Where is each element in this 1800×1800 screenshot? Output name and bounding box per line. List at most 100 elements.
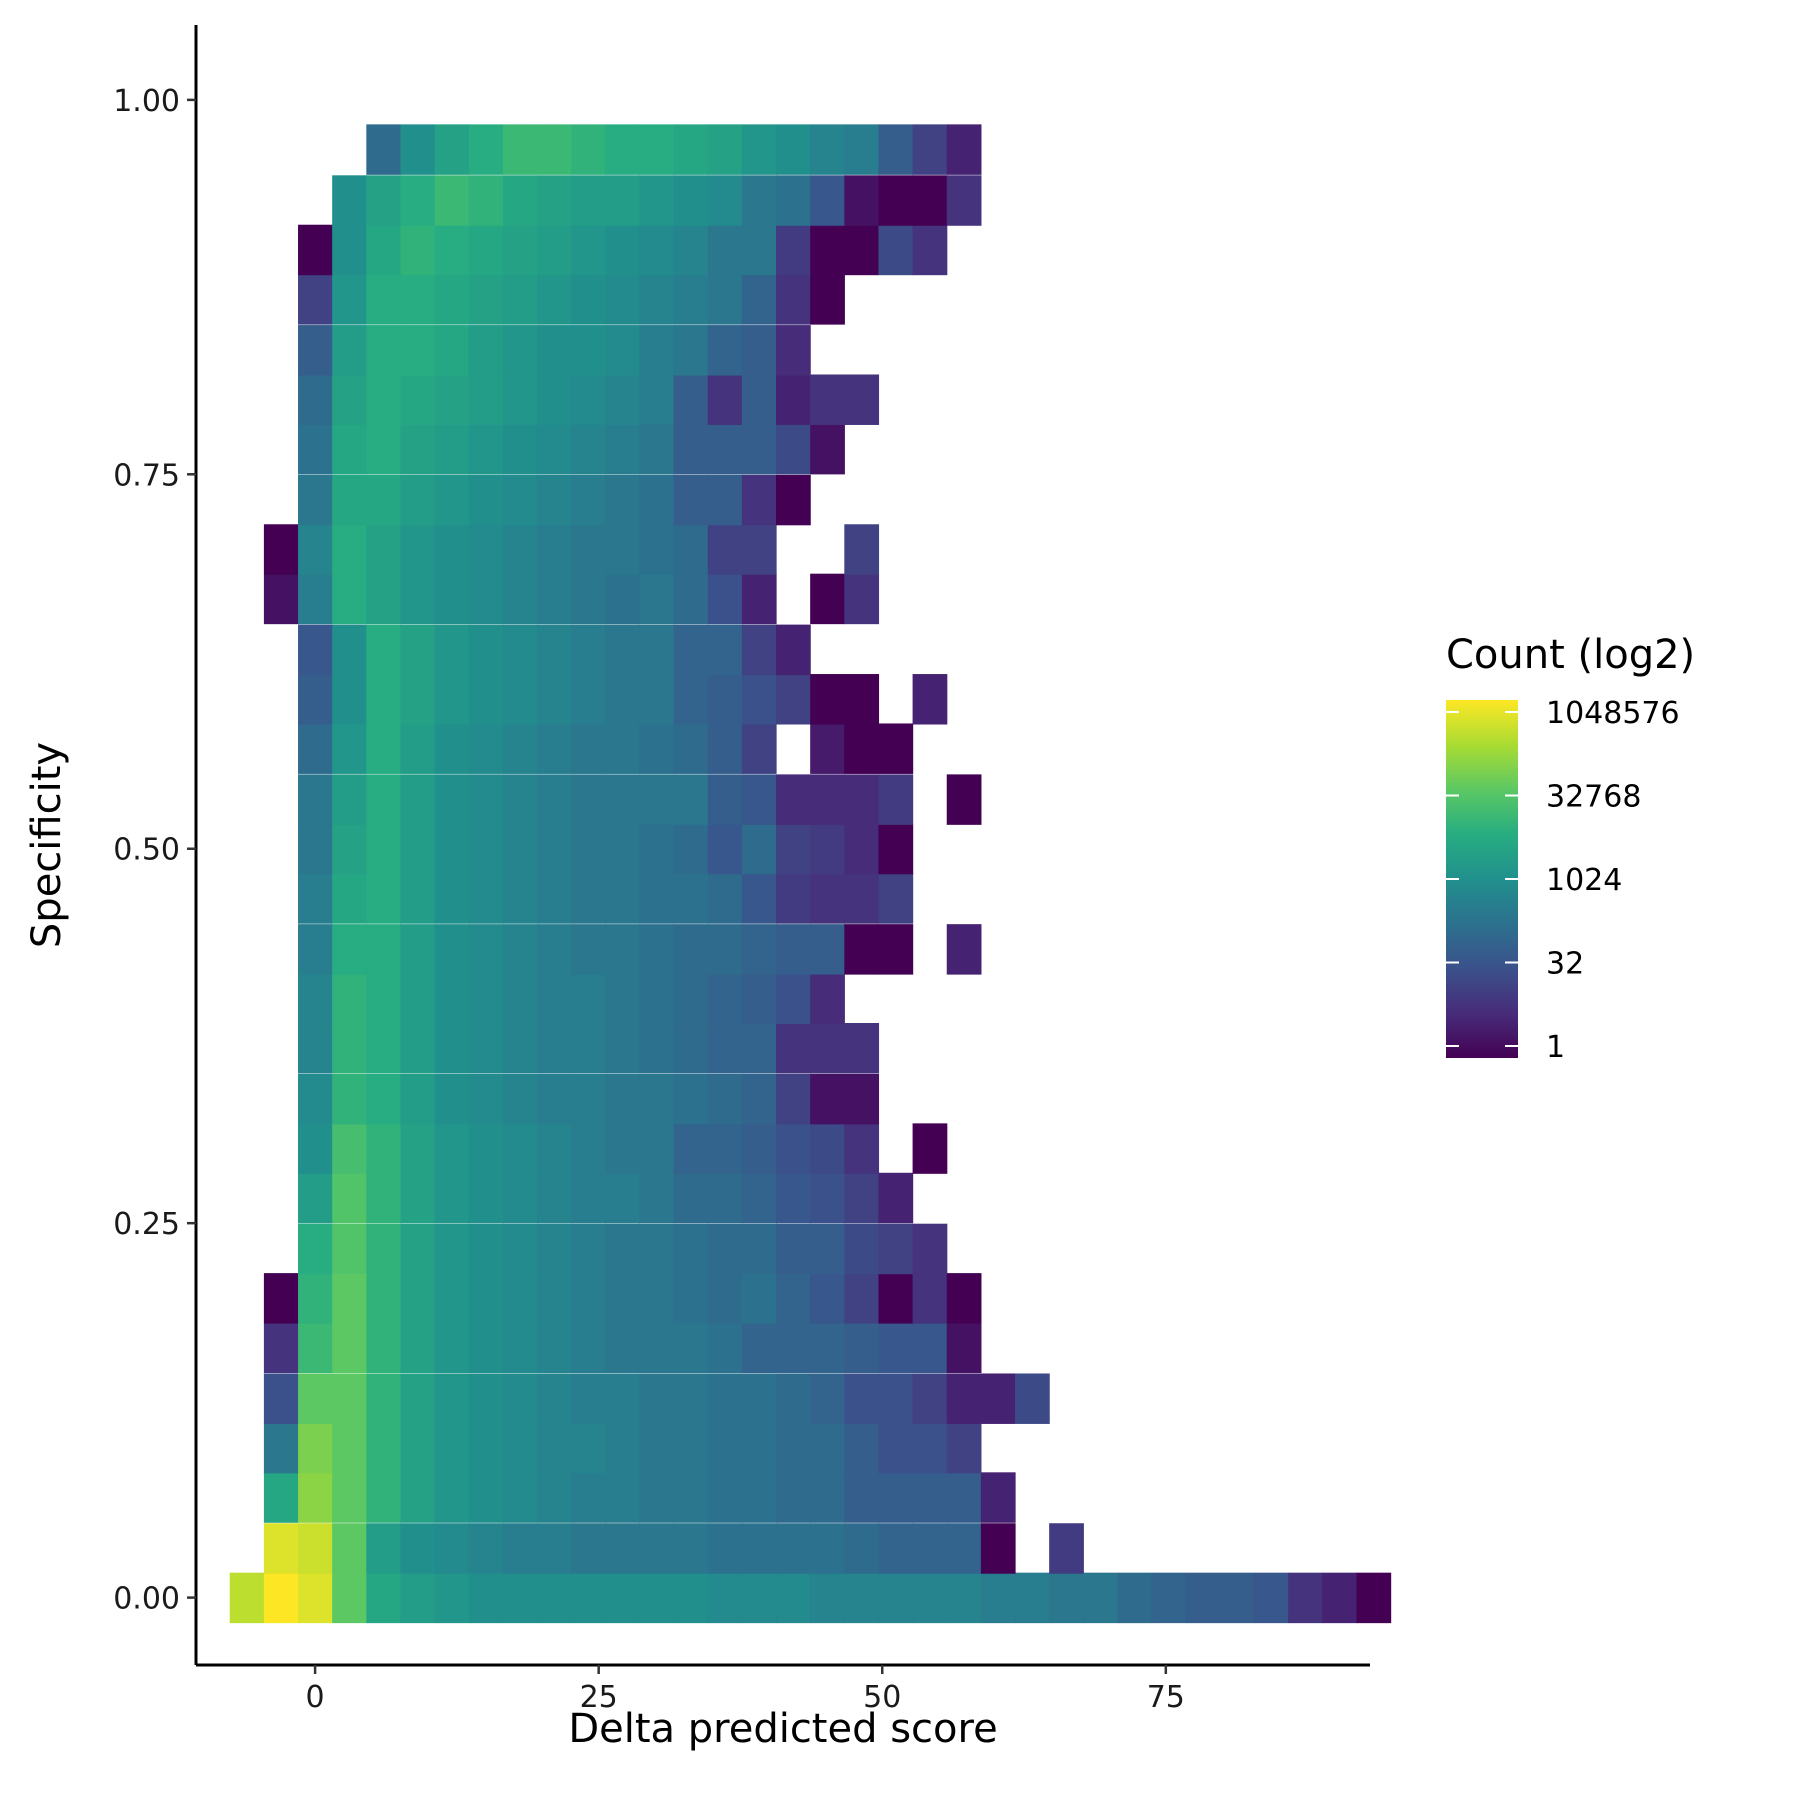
heatmap-cell xyxy=(263,1523,299,1574)
heatmap-cell xyxy=(263,1322,299,1374)
heatmap-cell xyxy=(366,423,402,475)
heatmap-cell xyxy=(400,624,436,676)
heatmap-cell xyxy=(639,624,675,676)
heatmap-cell xyxy=(1015,1373,1050,1424)
heatmap-cell xyxy=(537,423,572,475)
heatmap-cell xyxy=(741,1322,777,1374)
heatmap-cell xyxy=(298,624,333,676)
heatmap-cell xyxy=(605,873,641,924)
heatmap-cell xyxy=(537,624,572,676)
heatmap-cell xyxy=(468,175,504,226)
heatmap-cell xyxy=(502,1123,538,1174)
heatmap-cell xyxy=(537,1123,572,1174)
heatmap-cell xyxy=(502,1422,538,1474)
heatmap-cell xyxy=(537,774,572,825)
x-tick-label: 50 xyxy=(863,1680,901,1715)
heatmap-cell xyxy=(571,873,606,924)
heatmap-cell xyxy=(434,973,470,1025)
heatmap-cell xyxy=(434,774,470,825)
heatmap-cell xyxy=(571,1572,606,1624)
heatmap-cell xyxy=(878,1322,914,1374)
heatmap-cell xyxy=(639,774,675,825)
heatmap-cell xyxy=(571,474,606,526)
heatmap-cell xyxy=(400,924,436,975)
heatmap-cell xyxy=(810,1223,845,1275)
heatmap-cell xyxy=(571,1422,606,1474)
heatmap-cell xyxy=(878,1572,914,1624)
heatmap-cell xyxy=(298,1422,333,1474)
heatmap-cell xyxy=(366,474,402,526)
heatmap-cell xyxy=(605,524,641,575)
heatmap-cell xyxy=(776,1123,811,1174)
heatmap-cell xyxy=(366,1172,402,1224)
heatmap-cell xyxy=(537,374,572,425)
heatmap-cell xyxy=(298,873,333,924)
heatmap-cell xyxy=(1219,1572,1255,1624)
heatmap-cell xyxy=(639,573,675,625)
heatmap-cell xyxy=(878,124,914,175)
heatmap-cell xyxy=(434,124,470,175)
heatmap-cell xyxy=(332,1472,367,1523)
heatmap-cell xyxy=(400,723,436,774)
heatmap-cell xyxy=(468,1572,504,1624)
heatmap-cell xyxy=(298,973,333,1025)
heatmap-cell xyxy=(741,1023,777,1074)
heatmap-cell xyxy=(332,1223,367,1275)
heatmap-cell xyxy=(810,1523,845,1574)
heatmap-cell xyxy=(810,1123,845,1174)
heatmap-cell xyxy=(400,823,436,875)
heatmap-cell xyxy=(502,474,538,526)
heatmap-cell xyxy=(639,723,675,774)
heatmap-cell xyxy=(673,1123,709,1174)
heatmap-cell xyxy=(707,1073,743,1125)
heatmap-cell xyxy=(1288,1572,1323,1624)
heatmap-cell xyxy=(502,374,538,425)
heatmap-cell xyxy=(776,1273,811,1324)
heatmap-cell xyxy=(537,1472,572,1523)
heatmap-cell xyxy=(810,1023,845,1074)
heatmap-cell xyxy=(673,774,709,825)
legend-title: Count (log2) xyxy=(1446,632,1695,678)
heatmap-cell xyxy=(878,1273,914,1324)
heatmap-cell xyxy=(946,1472,982,1523)
heatmap-cell xyxy=(537,973,572,1025)
heatmap-cell xyxy=(639,1223,675,1275)
heatmap-cell xyxy=(1356,1572,1392,1624)
heatmap-cell xyxy=(810,774,845,825)
heatmap-cell xyxy=(332,1322,367,1374)
heatmap-cell xyxy=(468,1322,504,1374)
heatmap-cell xyxy=(844,823,880,875)
heatmap-cell xyxy=(400,1523,436,1574)
heatmap-cell xyxy=(776,1422,811,1474)
heatmap-cell xyxy=(434,374,470,425)
heatmap-cell xyxy=(673,973,709,1025)
heatmap-cell xyxy=(878,175,914,226)
heatmap-cell xyxy=(707,1023,743,1074)
heatmap-cell xyxy=(366,1572,402,1624)
heatmap-cell xyxy=(639,274,675,325)
heatmap-cell xyxy=(298,1273,333,1324)
heatmap-cell xyxy=(434,1422,470,1474)
heatmap-cell xyxy=(707,573,743,625)
heatmap-cell xyxy=(366,924,402,975)
heatmap-cell xyxy=(605,723,641,774)
heatmap-cell xyxy=(776,823,811,875)
heatmap-cell xyxy=(844,1572,880,1624)
heatmap-cell xyxy=(741,1223,777,1275)
heatmap-cell xyxy=(332,723,367,774)
heatmap-cell xyxy=(639,1572,675,1624)
heatmap-cell xyxy=(571,325,606,376)
heatmap-cell xyxy=(366,624,402,676)
heatmap-cell xyxy=(366,124,402,175)
heatmap-cell xyxy=(605,674,641,725)
heatmap-cell xyxy=(707,1523,743,1574)
heatmap-cell xyxy=(502,723,538,774)
heatmap-cell xyxy=(434,1572,470,1624)
heatmap-cell xyxy=(502,224,538,276)
heatmap-cell xyxy=(741,1373,777,1424)
heatmap-cell xyxy=(468,374,504,425)
heatmap-cell xyxy=(844,1472,880,1523)
heatmap-cell xyxy=(263,524,299,575)
heatmap-cell xyxy=(605,374,641,425)
heatmap-cell xyxy=(605,1223,641,1275)
